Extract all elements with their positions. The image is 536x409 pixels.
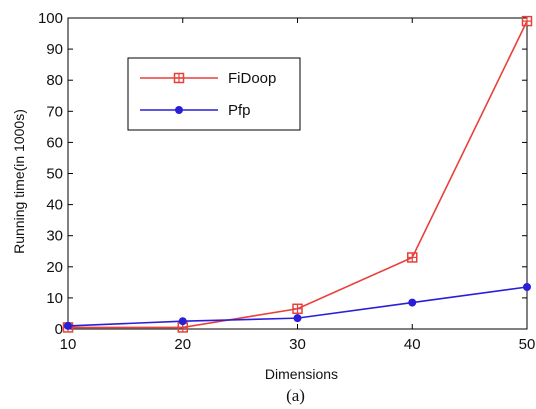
y-tick-label: 40	[46, 197, 63, 214]
y-axis-title: Running time(in 1000s)	[11, 109, 27, 254]
y-tick-label: 30	[46, 228, 63, 245]
y-tick-label: 100	[38, 10, 63, 27]
data-point	[407, 252, 418, 263]
y-tick-label: 0	[55, 321, 63, 338]
y-tick-label: 10	[46, 290, 63, 307]
y-axis-ticks: 0 10 20 30 40 50 60 70 80 90 100	[38, 10, 527, 338]
legend-label: Pfp	[228, 102, 251, 119]
figure-caption: (a)	[286, 386, 305, 405]
x-tick-label: 30	[289, 336, 306, 353]
data-point	[292, 303, 303, 315]
legend: FiDoop Pfp	[127, 57, 301, 131]
data-point	[521, 15, 533, 27]
data-point	[64, 321, 72, 330]
x-axis-ticks: 10 20 30 40 50	[60, 18, 536, 353]
legend-marker	[175, 106, 183, 114]
x-tick-label: 10	[60, 336, 77, 353]
x-tick-label: 50	[519, 336, 536, 353]
series-layer	[62, 15, 533, 333]
x-tick-label: 20	[174, 336, 191, 353]
y-tick-label: 50	[46, 166, 63, 183]
data-point	[408, 298, 417, 307]
legend-label: FiDoop	[228, 70, 276, 87]
legend-marker	[173, 72, 185, 84]
y-tick-label: 80	[46, 72, 63, 89]
y-tick-label: 60	[46, 134, 63, 151]
data-point	[178, 317, 187, 326]
legend-box	[127, 57, 301, 131]
y-tick-label: 70	[46, 103, 63, 120]
data-point	[293, 314, 302, 323]
legend-item: Pfp	[140, 102, 251, 119]
y-tick-label: 90	[46, 41, 63, 58]
data-point	[523, 283, 531, 292]
legend-item: FiDoop	[140, 70, 276, 87]
y-tick-label: 20	[46, 259, 63, 276]
x-tick-label: 40	[404, 336, 421, 353]
series-pfp	[64, 283, 531, 330]
x-axis-title: Dimensions	[265, 366, 338, 382]
